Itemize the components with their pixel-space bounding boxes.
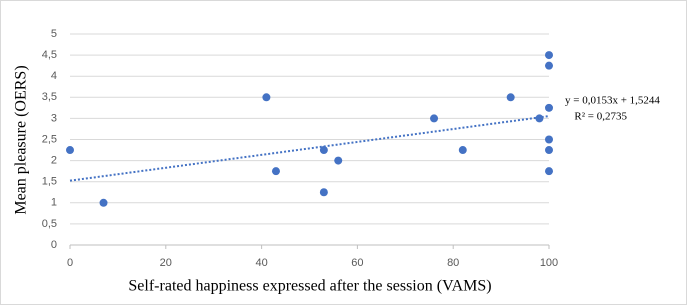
x-tick-label: 100 — [540, 257, 558, 269]
point — [545, 167, 553, 176]
y-tick-label: 2 — [51, 155, 57, 167]
trendline-equation: y = 0,0153x + 1,5244 — [565, 95, 660, 107]
trendline-r2: R² = 0,2735 — [574, 111, 627, 123]
point — [271, 167, 280, 176]
trendline — [69, 115, 550, 182]
x-tick-label: 80 — [447, 257, 459, 269]
y-tick-label: 0 — [51, 239, 57, 251]
y-tick-label: 0,5 — [42, 218, 57, 230]
point — [506, 93, 515, 102]
y-axis-title: Mean pleasure (OERS) — [13, 65, 30, 214]
y-tick-label: 3 — [51, 112, 57, 124]
point — [334, 156, 343, 165]
point — [66, 146, 74, 155]
point — [545, 51, 553, 60]
x-tick-label: 20 — [160, 257, 172, 269]
y-tick-label: 2,5 — [42, 133, 57, 145]
point — [545, 61, 553, 70]
y-tick-label: 5 — [51, 28, 57, 40]
y-tick-label: 3,5 — [42, 91, 57, 103]
point — [319, 188, 328, 197]
point — [458, 146, 467, 155]
point — [535, 114, 544, 123]
point — [430, 114, 439, 123]
y-tick-label: 4,5 — [42, 49, 57, 61]
point — [545, 146, 553, 155]
point — [319, 146, 328, 155]
point — [545, 135, 553, 144]
point — [545, 103, 553, 112]
x-tick-label: 0 — [67, 257, 73, 269]
x-tick-label: 40 — [255, 257, 267, 269]
x-axis-title: Self-rated happiness expressed after the… — [128, 278, 491, 295]
y-tick-label: 4 — [51, 70, 57, 82]
y-tick-label: 1 — [51, 197, 57, 209]
y-tick-label: 1,5 — [42, 176, 57, 188]
point — [99, 198, 108, 207]
point — [262, 93, 271, 102]
x-tick-label: 60 — [351, 257, 363, 269]
